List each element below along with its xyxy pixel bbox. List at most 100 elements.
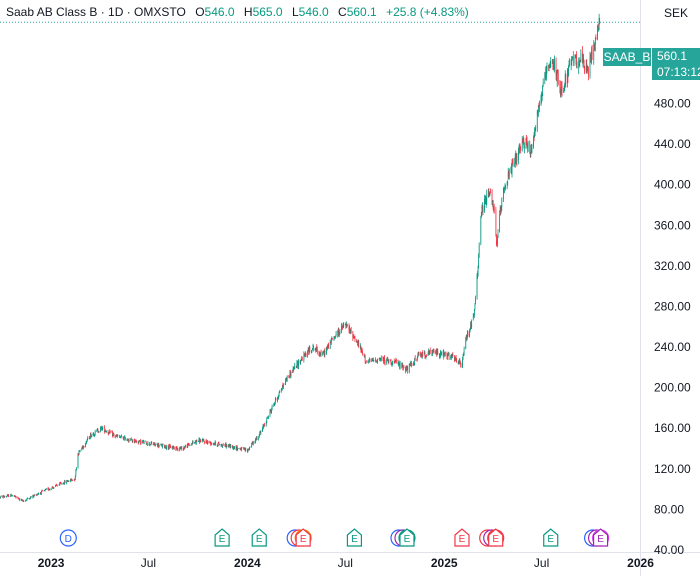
candle: [176, 445, 178, 451]
candle: [522, 135, 524, 145]
dividend-marker[interactable]: D: [59, 529, 77, 547]
candle: [364, 355, 366, 358]
candle: [214, 443, 215, 445]
candle: [423, 350, 425, 355]
candle: [220, 443, 222, 447]
candle: [53, 486, 55, 490]
candle: [300, 359, 302, 366]
candle: [216, 444, 218, 448]
candle: [233, 446, 234, 451]
candle: [368, 360, 369, 364]
candle: [444, 351, 446, 357]
candle: [420, 351, 421, 358]
candle: [206, 441, 208, 445]
candle: [207, 440, 209, 444]
candle: [248, 448, 249, 451]
candle: [413, 363, 415, 366]
earnings-marker[interactable]: E: [543, 528, 559, 547]
event-label: E: [597, 534, 604, 545]
candle: [252, 440, 254, 446]
candle: [190, 444, 192, 446]
candle: [462, 353, 464, 360]
event-label: E: [547, 534, 554, 545]
candle: [271, 404, 273, 411]
candle: [142, 441, 143, 443]
time-axis[interactable]: 2023 Jul 2024 Jul 2025 Jul 2026: [38, 556, 654, 570]
currency-button[interactable]: SEK: [663, 6, 688, 20]
candle: [413, 361, 414, 366]
earnings-marker[interactable]: E: [583, 528, 610, 547]
candle: [29, 498, 31, 500]
candle: [285, 377, 287, 381]
candle: [7, 494, 9, 496]
candle: [108, 431, 110, 436]
candle: [431, 349, 433, 357]
candle: [508, 170, 510, 179]
candle: [101, 425, 103, 431]
candle: [281, 384, 283, 391]
price-axis[interactable]: 40.00 80.00 120.00 160.00 200.00 240.00 280.00…: [654, 56, 691, 557]
candle: [236, 446, 238, 451]
candle: [32, 494, 34, 498]
candle: [308, 345, 310, 355]
candle: [185, 444, 186, 448]
earnings-marker[interactable]: E: [214, 528, 230, 547]
candle: [590, 53, 591, 63]
candle: [448, 351, 449, 356]
earnings-marker[interactable]: E: [390, 528, 416, 547]
candle: [527, 141, 529, 152]
candle: [266, 417, 268, 424]
candle: [60, 482, 62, 485]
candle: [47, 487, 49, 490]
candle: [215, 441, 217, 446]
candle: [285, 378, 286, 386]
candle: [578, 57, 580, 75]
candle: [452, 352, 454, 357]
candle: [73, 479, 75, 481]
candle: [358, 339, 360, 348]
price-tick-label: 280.00: [654, 299, 691, 313]
candle: [478, 253, 480, 269]
candle: [435, 350, 437, 355]
earnings-marker[interactable]: E: [286, 528, 312, 547]
candle: [96, 427, 98, 431]
candle: [157, 443, 158, 448]
candle: [194, 442, 196, 444]
candle: [173, 446, 175, 450]
candle: [49, 488, 51, 491]
candle: [414, 355, 416, 361]
candle: [559, 80, 561, 94]
candle: [154, 441, 156, 447]
earnings-marker[interactable]: E: [251, 528, 267, 547]
candle: [85, 443, 86, 448]
candle: [303, 351, 305, 363]
candle: [176, 446, 177, 449]
earnings-marker[interactable]: E: [346, 528, 363, 547]
candle: [502, 187, 504, 203]
candle: [169, 444, 170, 449]
candle: [22, 499, 23, 501]
candle: [262, 424, 264, 430]
candle: [206, 439, 207, 444]
candle: [335, 335, 336, 339]
candle: [583, 59, 585, 69]
price-tick-label: 400.00: [654, 178, 691, 192]
candle: [27, 497, 28, 500]
candle: [103, 425, 105, 434]
earnings-marker[interactable]: E: [479, 528, 505, 547]
candle: [398, 360, 400, 366]
candle: [183, 445, 185, 450]
candle: [564, 82, 566, 91]
candle: [29, 497, 30, 500]
candle: [251, 441, 253, 445]
earnings-marker[interactable]: E: [454, 528, 470, 547]
candle: [86, 438, 88, 443]
candle: [115, 434, 117, 437]
candle: [398, 361, 399, 367]
candle: [477, 265, 479, 277]
candle: [56, 483, 57, 487]
candle: [424, 351, 426, 359]
candle: [160, 443, 162, 446]
candle: [505, 184, 506, 191]
